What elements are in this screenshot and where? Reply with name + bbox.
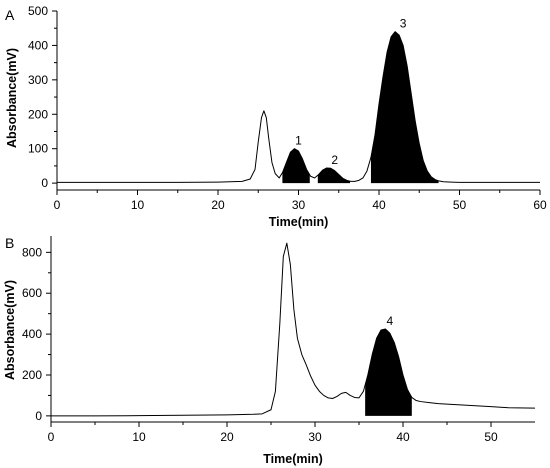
peak-fill-2 [317, 167, 351, 184]
y-tick-label: 400 [28, 38, 48, 52]
y-tick-label: 400 [22, 327, 42, 341]
panel-a: 0 10 20 30 40 50 60 0 100 200 300 400 500 Time(min) Ab… [5, 4, 547, 229]
y-tick-label: 200 [28, 107, 48, 121]
chromatogram-trace [57, 31, 540, 183]
x-tick-label: 0 [54, 198, 61, 212]
x-tick-label: 40 [396, 430, 410, 444]
x-tick-label: 0 [48, 430, 55, 444]
x-tick-label: 10 [131, 198, 145, 212]
y-tick-label: 600 [22, 286, 42, 300]
x-tick-label: 30 [308, 430, 322, 444]
peak-fill-1 [282, 148, 310, 184]
peak-label-1: 1 [295, 134, 302, 148]
x-axis-title: Time(min) [263, 452, 323, 466]
x-tick-label: 30 [292, 198, 306, 212]
x-tick-label: 50 [484, 430, 498, 444]
peak-label-3: 3 [400, 17, 407, 31]
x-tick-label: 10 [132, 430, 146, 444]
y-axis-title: Absorbance(mV) [5, 48, 19, 148]
y-tick-label: 500 [28, 4, 48, 18]
x-tick-label: 50 [453, 198, 467, 212]
x-tick-label: 20 [220, 430, 234, 444]
y-tick-label: 0 [41, 176, 48, 190]
y-tick-label: 300 [28, 73, 48, 87]
panel-letter: B [5, 235, 14, 251]
y-tick-label: 100 [28, 142, 48, 156]
x-tick-label: 40 [372, 198, 386, 212]
panel-letter: A [5, 7, 15, 23]
peak-fill-3 [370, 31, 439, 184]
peak-label-4: 4 [386, 314, 393, 328]
x-tick-label: 60 [533, 198, 547, 212]
y-axis-title: Absorbance(mV) [3, 280, 17, 380]
chromatogram-trace [51, 242, 536, 417]
y-tick-label: 200 [22, 368, 42, 382]
x-axis-title: Time(min) [269, 215, 329, 229]
panel-b: 0 10 20 30 40 50 0 200 400 600 800 Time(min) Absorba… [3, 235, 536, 466]
y-tick-label: 0 [35, 409, 42, 423]
y-tick-label: 800 [22, 245, 42, 259]
x-tick-label: 20 [211, 198, 225, 212]
peak-fill-4 [365, 329, 412, 416]
peak-label-2: 2 [331, 153, 338, 167]
